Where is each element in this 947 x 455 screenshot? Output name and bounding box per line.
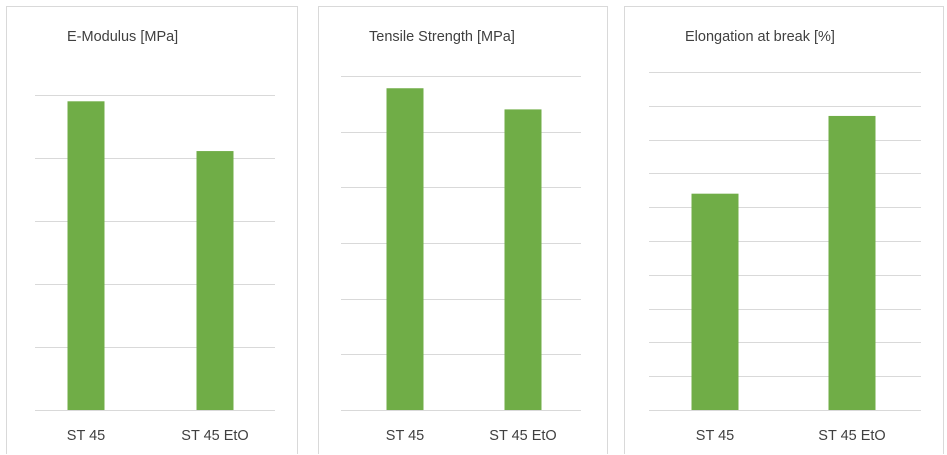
chart-panel-e-modulus: E-Modulus [MPa] ST 45 ST 45 EtO bbox=[6, 6, 298, 454]
bar-chart-e-modulus: ST 45 ST 45 EtO bbox=[35, 95, 275, 444]
bar-chart-elongation: ST 45 ST 45 EtO bbox=[649, 72, 921, 444]
bar bbox=[691, 193, 739, 410]
chart-title: E-Modulus [MPa] bbox=[67, 29, 179, 45]
chart-title: Tensile Strength [MPa] bbox=[369, 29, 515, 45]
x-tick-label: ST 45 EtO bbox=[818, 428, 885, 444]
x-tick-label: ST 45 bbox=[67, 428, 105, 444]
bar bbox=[828, 115, 876, 410]
bar bbox=[504, 109, 542, 411]
x-tick-label: ST 45 bbox=[386, 428, 424, 444]
bar bbox=[67, 101, 105, 411]
bar bbox=[196, 151, 234, 410]
bar-chart-tensile-strength: ST 45 ST 45 EtO bbox=[341, 76, 581, 444]
x-tick-label: ST 45 EtO bbox=[489, 428, 556, 444]
x-tick-label: ST 45 bbox=[696, 428, 734, 444]
chart-panel-tensile-strength: Tensile Strength [MPa] ST 45 ST 45 EtO bbox=[318, 6, 608, 454]
chart-title: Elongation at break [%] bbox=[685, 29, 835, 45]
chart-panel-elongation: Elongation at break [%] ST 45 ST 45 EtO bbox=[624, 6, 944, 454]
bar bbox=[386, 88, 424, 410]
x-tick-label: ST 45 EtO bbox=[181, 428, 248, 444]
